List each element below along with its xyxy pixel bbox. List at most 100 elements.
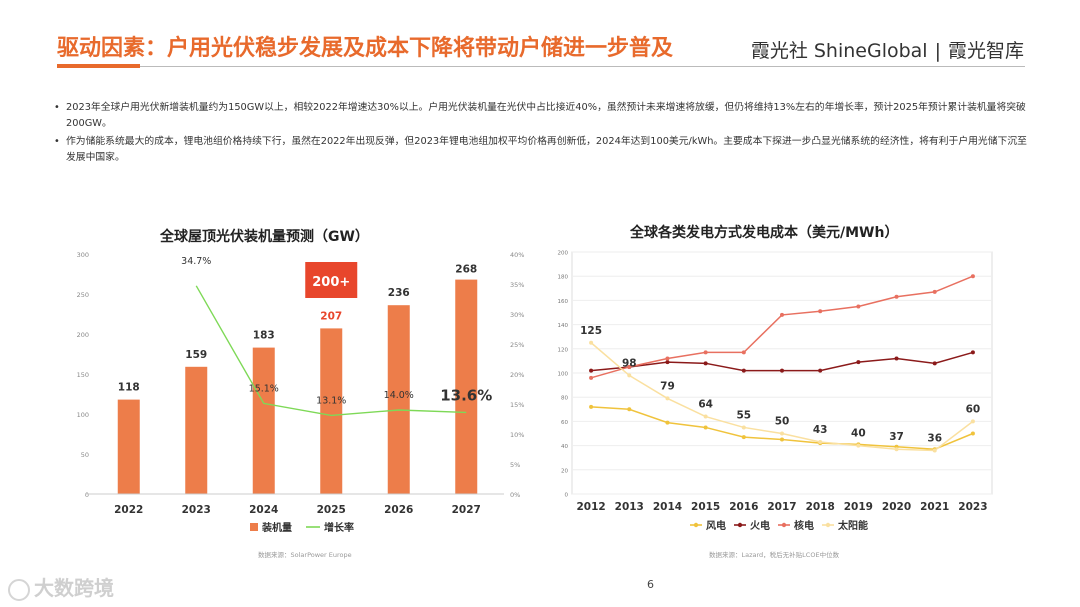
solar-data-label: 50	[775, 416, 790, 428]
series-point	[780, 312, 784, 317]
solar-data-label: 40	[851, 428, 866, 440]
y-tick-label: 200	[558, 251, 569, 257]
brand-zhiku: 霞光智库	[947, 40, 1024, 62]
page-title: 驱动因素：户用光伏稳步发展及成本下降将带动户储进一步普及	[57, 36, 674, 61]
series-point	[627, 407, 632, 412]
bar-data-label: 159	[185, 349, 207, 361]
solar-data-label: 60	[966, 403, 981, 415]
series-point	[932, 448, 937, 453]
y2-tick-label: 25%	[510, 341, 524, 349]
series-point	[894, 447, 899, 452]
series-point	[703, 361, 708, 366]
bar-data-label: 183	[253, 330, 275, 342]
x-tick-label: 2022	[114, 504, 143, 516]
series-point	[856, 360, 861, 365]
solar-data-label: 79	[660, 380, 675, 392]
chart2-title: 全球各类发电方式发电成本（美元/MWh）	[630, 225, 899, 241]
solar-data-label: 43	[813, 424, 828, 436]
series-point	[703, 425, 708, 430]
brand-shineglobal: 霞光社 ShineGlobal	[750, 40, 928, 62]
title-accent-bar	[57, 64, 140, 68]
chart1-title: 全球屋顶光伏装机量预测（GW）	[160, 229, 369, 245]
series-point	[741, 435, 746, 440]
legend-marker	[781, 522, 787, 528]
series-point	[703, 414, 708, 419]
x-tick-label: 2025	[317, 504, 346, 516]
series-point	[589, 368, 594, 373]
x-tick-label: 2023	[182, 504, 211, 516]
y2-tick-label: 20%	[510, 371, 524, 379]
series-point	[932, 289, 937, 294]
legend-marker	[825, 522, 831, 528]
bar-data-label: 268	[455, 264, 477, 276]
solar-data-label: 64	[698, 399, 713, 411]
series-point	[818, 439, 823, 444]
x-tick-label: 2016	[729, 501, 758, 513]
legend-swatch-bar	[250, 523, 258, 531]
y-tick-label: 150	[77, 371, 89, 379]
solar-data-label: 98	[622, 357, 637, 369]
watermark-logo-icon	[8, 578, 30, 601]
x-tick-label: 2012	[576, 501, 605, 513]
bar	[387, 305, 410, 494]
x-tick-label: 2024	[249, 504, 278, 516]
chart1-source: 数据来源：SolarPower Europe	[258, 551, 352, 559]
y-tick-label: 140	[558, 323, 569, 329]
series-point	[589, 375, 594, 380]
y-tick-label: 200	[77, 331, 89, 339]
y-tick-label: 60	[561, 420, 568, 426]
y-tick-label: 250	[77, 291, 89, 299]
series-point	[665, 360, 670, 365]
series-point	[856, 443, 861, 448]
watermark: 大数跨境	[8, 572, 114, 601]
legend-label: 太阳能	[837, 519, 868, 532]
x-tick-label: 2014	[653, 501, 682, 513]
y-tick-label: 0	[85, 491, 89, 499]
series-point	[894, 294, 899, 299]
solar-data-label: 125	[580, 325, 602, 337]
x-tick-label: 2015	[691, 501, 720, 513]
y-tick-label: 300	[77, 251, 89, 259]
bar	[455, 279, 478, 494]
x-tick-label: 2023	[958, 501, 987, 513]
series-point	[970, 350, 975, 355]
growth-data-label: 13.6%	[440, 386, 492, 404]
series-point	[970, 419, 975, 424]
series-point	[665, 356, 670, 361]
bar	[185, 366, 208, 494]
series-point	[894, 356, 899, 361]
page-number: 6	[647, 578, 654, 591]
series-point	[780, 368, 784, 373]
x-tick-label: 2018	[806, 501, 835, 513]
series-point	[589, 340, 594, 345]
series-point	[856, 304, 861, 309]
series-point	[780, 437, 784, 442]
y-tick-label: 0	[565, 493, 569, 499]
growth-data-label: 15.1%	[249, 383, 279, 394]
bullet-list: 2023年全球户用光伏新增装机量约为150GW以上，相较2022年增速达30%以…	[54, 100, 1031, 168]
x-tick-label: 2019	[844, 501, 873, 513]
y-tick-label: 100	[558, 372, 569, 378]
series-point	[627, 364, 632, 369]
x-tick-label: 2020	[882, 501, 911, 513]
chart2-svg: 0 20 40 60 80 100 120 140 160 180 200 125 98 79 64 55 50…	[558, 251, 993, 532]
series-point	[665, 420, 670, 425]
y2-tick-label: 5%	[510, 461, 520, 469]
y-tick-label: 40	[561, 444, 568, 450]
y2-tick-label: 40%	[510, 251, 524, 259]
brand: 霞光社 ShineGlobal | 霞光智库	[751, 36, 1024, 63]
title-divider	[57, 66, 1025, 67]
chart2-source: 数据来源：Lazard，税后无补贴LCOE中位数	[709, 551, 840, 559]
solar-data-label: 36	[927, 432, 942, 444]
x-tick-label: 2027	[452, 504, 481, 516]
series-line	[591, 406, 974, 450]
y2-tick-label: 15%	[510, 401, 524, 409]
bullet-item: 2023年全球户用光伏新增装机量约为150GW以上，相较2022年增速达30%以…	[54, 100, 1031, 132]
series-line	[591, 351, 974, 372]
legend-label: 增长率	[324, 521, 354, 534]
series-point	[589, 404, 594, 409]
series-point	[703, 350, 708, 355]
growth-data-label: 13.1%	[316, 395, 346, 406]
x-tick-label: 2021	[920, 501, 949, 513]
growth-data-label: 14.0%	[384, 390, 414, 401]
